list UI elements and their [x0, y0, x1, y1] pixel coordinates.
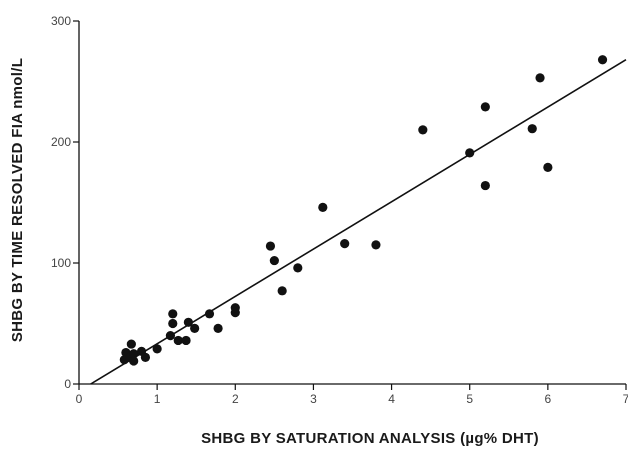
data-point	[152, 344, 162, 354]
data-point	[293, 263, 303, 273]
data-point	[265, 241, 276, 251]
data-point	[543, 162, 553, 173]
x-tick-label: 0	[76, 392, 83, 406]
data-point	[183, 317, 193, 327]
data-point	[204, 309, 215, 319]
y-axis-ticks: 0 100 200 300	[51, 14, 79, 391]
data-point	[230, 303, 240, 313]
data-point	[269, 255, 279, 266]
data-point	[527, 124, 537, 134]
x-tick-label: 2	[232, 392, 239, 406]
data-point	[371, 240, 381, 250]
y-tick-label: 100	[51, 256, 71, 270]
x-tick-label: 5	[466, 392, 473, 406]
x-tick-label: 4	[388, 392, 395, 406]
data-point	[126, 339, 136, 349]
axes	[78, 21, 626, 385]
data-points	[119, 55, 608, 366]
x-axis-ticks: 0 1 2 3 4 5 6 7	[76, 384, 628, 406]
y-tick-label: 200	[51, 135, 71, 149]
x-tick-label: 6	[545, 392, 552, 406]
data-point	[190, 323, 200, 333]
data-point	[418, 125, 428, 135]
data-point	[129, 349, 139, 359]
data-point	[168, 309, 178, 319]
data-point	[480, 180, 490, 191]
y-tick-label: 300	[51, 14, 71, 28]
data-point	[168, 318, 178, 329]
y-axis-title: SHBG BY TIME RESOLVED FIA nmol/L	[9, 58, 26, 342]
x-tick-label: 3	[310, 392, 317, 406]
x-tick-label: 7	[623, 392, 628, 406]
data-point	[140, 352, 151, 362]
data-point	[465, 148, 475, 158]
y-tick-label: 0	[64, 377, 71, 391]
data-point	[165, 331, 176, 341]
x-tick-label: 1	[154, 392, 161, 406]
regression-line	[90, 59, 627, 385]
data-point	[129, 356, 139, 366]
data-point	[277, 286, 287, 296]
data-point	[597, 55, 608, 65]
data-point	[340, 239, 350, 249]
data-point	[181, 335, 191, 346]
x-axis-title: SHBG BY SATURATION ANALYSIS (µg% DHT)	[201, 430, 539, 447]
data-point	[173, 335, 183, 346]
data-point	[535, 73, 545, 83]
data-point	[318, 202, 328, 212]
data-point	[480, 102, 490, 112]
data-point	[213, 323, 223, 333]
